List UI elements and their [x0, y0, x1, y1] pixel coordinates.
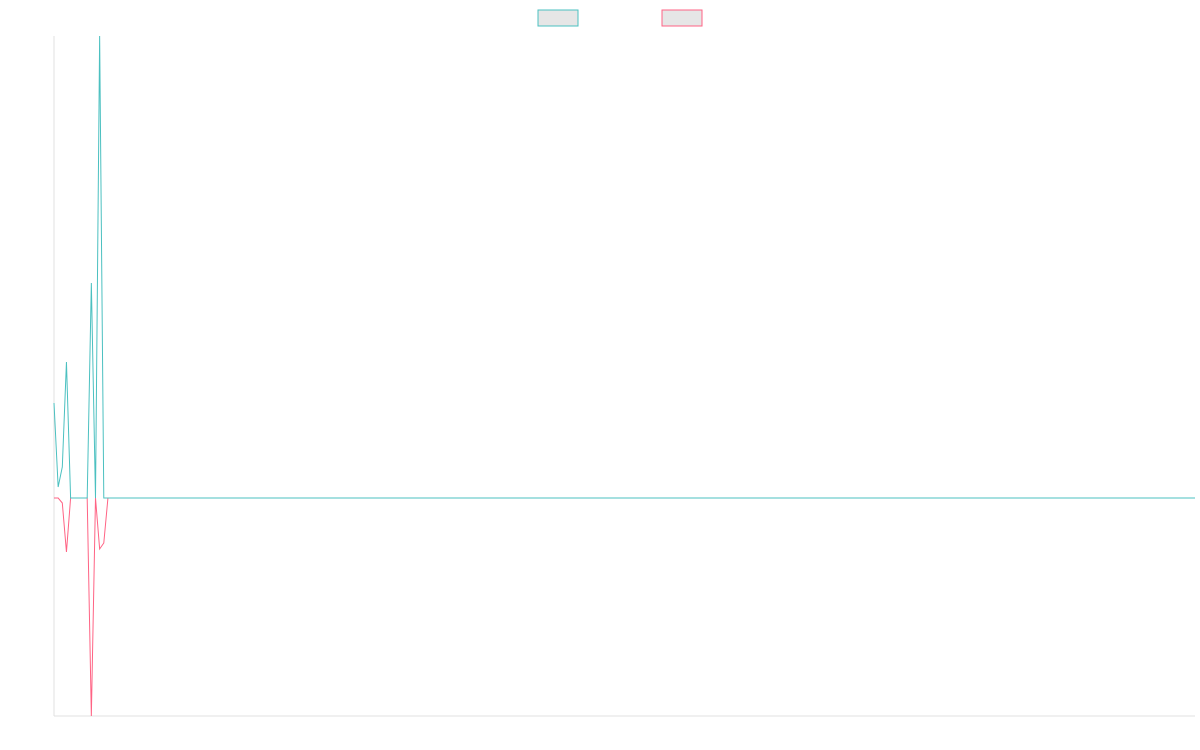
series-line	[54, 497, 1195, 717]
series-line	[53, 35, 1195, 499]
legend-swatch	[537, 9, 579, 27]
legend-swatch	[661, 9, 703, 27]
